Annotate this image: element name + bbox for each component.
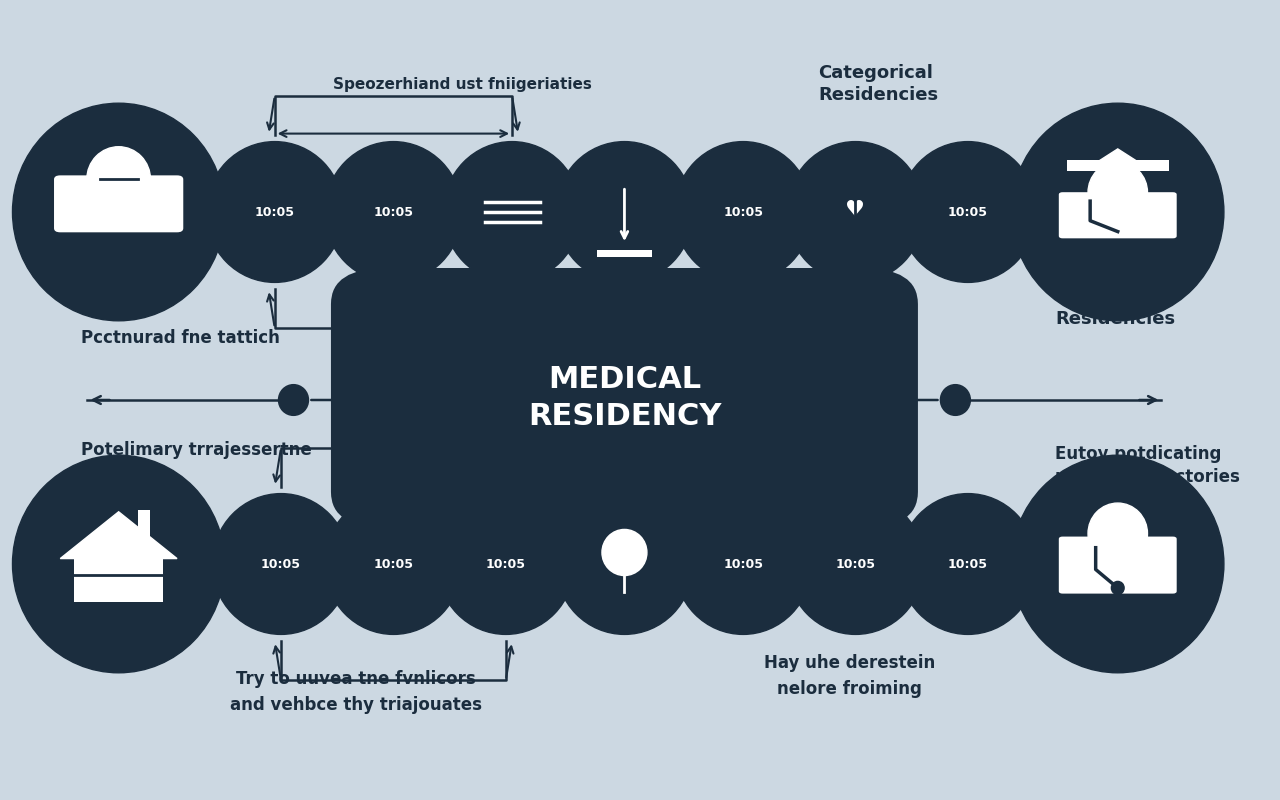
Text: Try to uuvea tne fvnlicors
and vehbce thy triajouates: Try to uuvea tne fvnlicors and vehbce th… [230, 670, 483, 714]
Text: 10:05: 10:05 [261, 558, 301, 570]
Text: ♥: ♥ [846, 200, 865, 220]
Text: 10:05: 10:05 [486, 558, 526, 570]
Text: Tinelatics: Tinelatics [81, 291, 172, 309]
FancyBboxPatch shape [332, 268, 918, 528]
Ellipse shape [675, 142, 812, 282]
Ellipse shape [556, 494, 694, 634]
Ellipse shape [279, 385, 308, 415]
Text: Pcctnurad fne tattich: Pcctnurad fne tattich [81, 329, 280, 346]
Ellipse shape [556, 142, 694, 282]
FancyBboxPatch shape [1059, 537, 1176, 594]
Polygon shape [60, 512, 177, 558]
Ellipse shape [325, 142, 462, 282]
Ellipse shape [436, 494, 575, 634]
Ellipse shape [87, 146, 151, 212]
Text: MEDICAL
RESIDENCY: MEDICAL RESIDENCY [527, 365, 721, 431]
Polygon shape [1092, 149, 1143, 173]
Ellipse shape [13, 455, 225, 673]
Ellipse shape [787, 494, 924, 634]
Text: Eutoy potdicating
poretlit trajectories: Eutoy potdicating poretlit trajectories [1055, 445, 1240, 486]
Text: 10:05: 10:05 [723, 558, 763, 570]
Ellipse shape [1088, 162, 1147, 223]
Text: 10:05: 10:05 [374, 206, 413, 218]
Text: Hay uhe derestein
nelore froiming: Hay uhe derestein nelore froiming [764, 654, 934, 698]
Text: 10:05: 10:05 [723, 206, 763, 218]
Text: 10:05: 10:05 [374, 558, 413, 570]
FancyBboxPatch shape [138, 510, 151, 540]
Ellipse shape [325, 494, 462, 634]
Ellipse shape [13, 103, 225, 321]
Ellipse shape [899, 494, 1037, 634]
Ellipse shape [602, 530, 646, 575]
Ellipse shape [1011, 103, 1224, 321]
FancyBboxPatch shape [1059, 192, 1176, 238]
FancyBboxPatch shape [54, 175, 183, 232]
Text: Preliminary
Residencies: Preliminary Residencies [1055, 287, 1175, 329]
Text: 10:05: 10:05 [255, 206, 294, 218]
Ellipse shape [1011, 455, 1224, 673]
Text: 10:05: 10:05 [836, 558, 876, 570]
Ellipse shape [206, 142, 343, 282]
Text: 10:05: 10:05 [948, 206, 988, 218]
FancyBboxPatch shape [74, 556, 164, 602]
Ellipse shape [212, 494, 349, 634]
Text: Potelimary trrajessertne: Potelimary trrajessertne [81, 441, 312, 458]
Text: 10:05: 10:05 [948, 558, 988, 570]
Ellipse shape [1088, 503, 1147, 564]
Ellipse shape [899, 142, 1037, 282]
FancyBboxPatch shape [1066, 160, 1169, 170]
FancyBboxPatch shape [596, 250, 652, 257]
Ellipse shape [443, 142, 581, 282]
Ellipse shape [1111, 582, 1124, 594]
Ellipse shape [675, 494, 812, 634]
Ellipse shape [941, 385, 970, 415]
Text: Categorical
Residencies: Categorical Residencies [818, 63, 938, 105]
Text: Speozerhiand ust fniigeriaties: Speozerhiand ust fniigeriaties [333, 77, 591, 91]
Ellipse shape [787, 142, 924, 282]
